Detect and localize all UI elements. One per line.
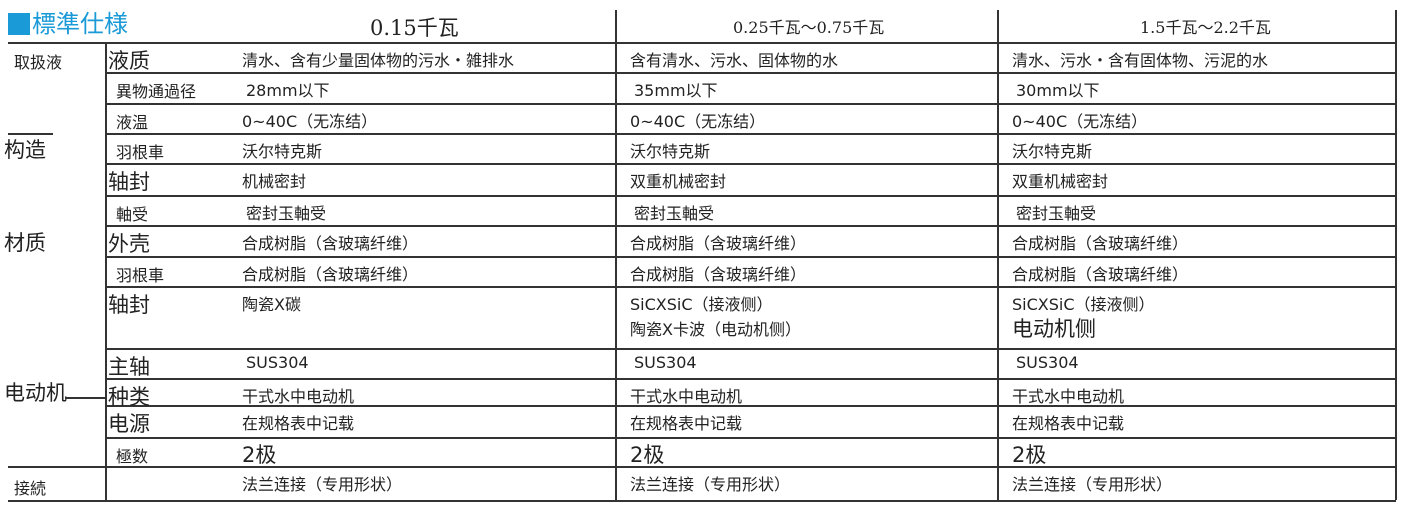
cell-value: SUS304 bbox=[634, 353, 697, 372]
group-material: 材质 bbox=[4, 231, 46, 255]
cell-value: 合成树脂（含玻璃纤维） bbox=[242, 234, 419, 253]
cell-value: 密封玉軸受 bbox=[634, 204, 715, 223]
cell-value: 清水、含有少量固体物的污水・雑排水 bbox=[242, 51, 515, 70]
row-label: 外壳 bbox=[108, 232, 150, 256]
cell-value: SUS304 bbox=[246, 353, 309, 372]
group-structure: 构造 bbox=[4, 138, 46, 162]
row-label: 轴封 bbox=[108, 293, 150, 317]
cell-value: 法兰连接（专用形状） bbox=[630, 475, 791, 494]
cell-value: 机械密封 bbox=[242, 172, 307, 191]
cell-value: 0~40C（无冻结） bbox=[1012, 112, 1148, 131]
divider bbox=[105, 348, 1396, 350]
divider bbox=[105, 72, 1396, 74]
cell-value: 30mm以下 bbox=[1016, 81, 1100, 100]
cell-value: 在规格表中记载 bbox=[1012, 414, 1125, 433]
square-bullet-icon bbox=[8, 13, 30, 35]
header-col-3: 1.5千瓦～2.2千瓦 bbox=[1140, 18, 1271, 37]
cell-value: 密封玉軸受 bbox=[246, 204, 327, 223]
cell-value: SiCXSiC（接液侧） bbox=[630, 295, 773, 314]
row-label: 液温 bbox=[116, 113, 149, 132]
cell-value: 法兰连接（专用形状） bbox=[242, 475, 403, 494]
cell-value: 35mm以下 bbox=[634, 81, 718, 100]
divider bbox=[8, 500, 1396, 502]
cell-value: 2极 bbox=[242, 443, 277, 467]
cell-value: 合成树脂（含玻璃纤维） bbox=[630, 265, 807, 284]
row-label: 羽根車 bbox=[116, 143, 165, 162]
row-label: 極数 bbox=[116, 447, 149, 466]
row-label: 电源 bbox=[108, 412, 150, 436]
group-handled-liquid: 取扱液 bbox=[14, 53, 63, 72]
cell-value: 沃尔特克斯 bbox=[1012, 142, 1093, 161]
divider bbox=[105, 42, 107, 500]
group-connection: 接続 bbox=[14, 479, 47, 498]
cell-value: 干式水中电动机 bbox=[1012, 387, 1125, 406]
cell-value: 干式水中电动机 bbox=[630, 387, 743, 406]
row-label: 軸受 bbox=[116, 205, 149, 224]
header-col-1: 0.15千瓦 bbox=[370, 16, 459, 40]
cell-value: 28mm以下 bbox=[246, 81, 330, 100]
divider bbox=[105, 378, 1396, 380]
cell-value: 2极 bbox=[1012, 443, 1047, 467]
divider bbox=[105, 103, 1396, 105]
divider bbox=[105, 195, 1396, 197]
divider bbox=[105, 225, 1396, 227]
cell-value: 合成树脂（含玻璃纤维） bbox=[1012, 265, 1189, 284]
divider bbox=[8, 42, 1396, 44]
divider bbox=[105, 133, 1396, 135]
divider bbox=[65, 397, 105, 399]
group-motor: 电动机 bbox=[4, 381, 67, 405]
divider bbox=[8, 466, 1396, 468]
cell-value: 合成树脂（含玻璃纤维） bbox=[630, 234, 807, 253]
cell-value: 法兰连接（专用形状） bbox=[1012, 475, 1173, 494]
cell-value: 清水、污水・含有固体物、污泥的水 bbox=[1012, 51, 1269, 70]
divider bbox=[105, 163, 1396, 165]
row-label: 異物通過径 bbox=[116, 82, 197, 101]
cell-value: SiCXSiC（接液侧） bbox=[1012, 295, 1155, 314]
cell-value: 0~40C（无冻结） bbox=[242, 112, 378, 131]
divider bbox=[105, 256, 1396, 258]
cell-value: 双重机械密封 bbox=[630, 172, 727, 191]
divider bbox=[105, 405, 1396, 407]
cell-value: 在规格表中记载 bbox=[630, 414, 743, 433]
section-title: 標準仕様 bbox=[8, 4, 128, 39]
cell-value-line2: 电动机侧 bbox=[1012, 317, 1096, 341]
cell-value: 2极 bbox=[630, 443, 665, 467]
cell-value: 密封玉軸受 bbox=[1016, 204, 1097, 223]
cell-value: 含有清水、污水、固体物的水 bbox=[630, 51, 839, 70]
divider bbox=[8, 133, 53, 135]
row-label: 羽根車 bbox=[116, 266, 165, 285]
cell-value-line2: 陶瓷X卡波（电动机侧） bbox=[630, 320, 801, 339]
cell-value: 在规格表中记载 bbox=[242, 414, 355, 433]
cell-value: 陶瓷X碳 bbox=[242, 295, 301, 314]
divider bbox=[1395, 10, 1397, 500]
title-text: 標準仕様 bbox=[32, 10, 128, 38]
cell-value: 干式水中电动机 bbox=[242, 387, 355, 406]
divider bbox=[997, 10, 999, 500]
row-label: 种类 bbox=[108, 385, 150, 409]
row-label: 主轴 bbox=[108, 355, 150, 379]
divider bbox=[615, 10, 617, 500]
header-col-2: 0.25千瓦～0.75千瓦 bbox=[733, 18, 885, 37]
cell-value: 0~40C（无冻结） bbox=[630, 112, 766, 131]
cell-value: 双重机械密封 bbox=[1012, 172, 1109, 191]
cell-value: 合成树脂（含玻璃纤维） bbox=[242, 265, 419, 284]
cell-value: 沃尔特克斯 bbox=[630, 142, 711, 161]
divider bbox=[105, 437, 1396, 439]
row-label: 液质 bbox=[108, 49, 150, 73]
divider bbox=[105, 286, 1396, 288]
row-label: 轴封 bbox=[108, 170, 150, 194]
cell-value: 合成树脂（含玻璃纤维） bbox=[1012, 234, 1189, 253]
cell-value: 沃尔特克斯 bbox=[242, 142, 323, 161]
cell-value: SUS304 bbox=[1016, 353, 1079, 372]
